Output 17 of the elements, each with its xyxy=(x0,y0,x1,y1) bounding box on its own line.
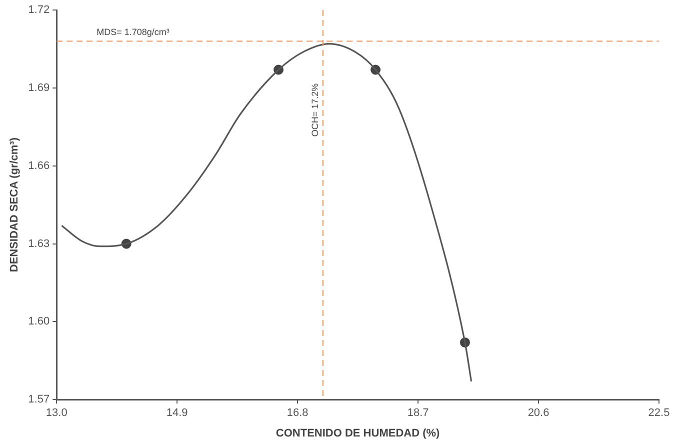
y-tick-label: 1.72 xyxy=(28,4,50,16)
x-tick-label: 16.8 xyxy=(286,407,308,420)
line-series xyxy=(60,42,472,382)
x-tick-label: 18.7 xyxy=(407,407,429,420)
x-tick-label: 14.9 xyxy=(166,407,188,420)
x-tick-label: 20.6 xyxy=(528,407,550,420)
y-tick-label: 1.57 xyxy=(28,394,50,406)
x-tick-label: 22.5 xyxy=(648,407,670,420)
y-tick-label: 1.69 xyxy=(28,82,50,94)
x-tick-label: 13.0 xyxy=(46,407,68,420)
x-axis-title: CONTENIDO DE HUMEDAD (%) xyxy=(276,427,440,440)
ref-line-label: MDS= 1.708g/cm³ xyxy=(96,27,170,38)
y-axis-title: DENSIDAD SECA (gr/cm³) xyxy=(8,137,21,272)
y-tick-label: 1.66 xyxy=(28,160,50,172)
y-tick-label: 1.63 xyxy=(28,238,50,250)
y-tick-label: 1.60 xyxy=(28,316,50,328)
ref-line-label: OCH= 17.2% xyxy=(310,83,320,137)
